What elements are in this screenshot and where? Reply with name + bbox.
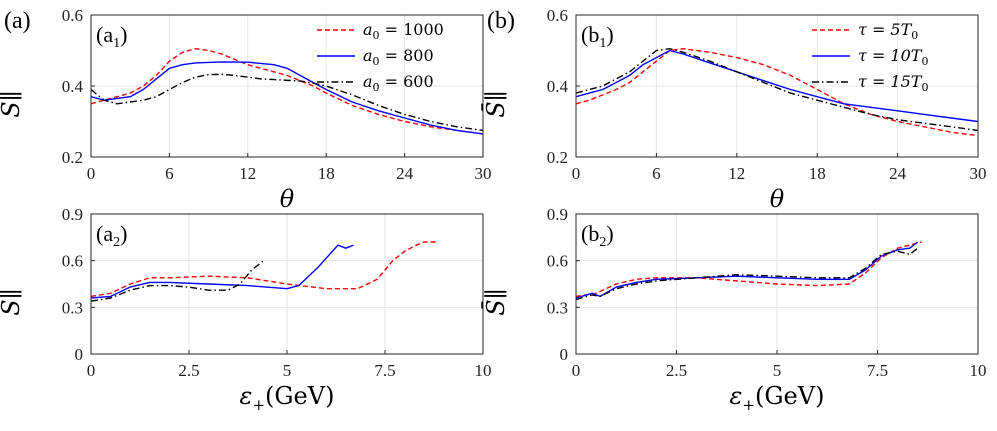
panel-sublabel: (b1) <box>581 22 614 51</box>
x-tick-label: 5 <box>283 361 292 380</box>
y-tick-label: 0 <box>560 345 569 364</box>
panel-sublabel: (a2) <box>96 221 127 250</box>
x-tick-label: 6 <box>165 164 174 183</box>
x-tick-label: 18 <box>809 164 826 183</box>
y-axis-label-text: S̄∥ <box>0 288 25 316</box>
x-axis-label: θ <box>770 185 785 213</box>
x-axis-label: θ <box>280 185 295 213</box>
x-tick-label: 0 <box>87 164 96 183</box>
x-tick-label: 30 <box>970 164 987 183</box>
x-tick-label: 18 <box>318 164 335 183</box>
figure-label-a: (a) <box>4 8 31 34</box>
x-tick-label: 2.5 <box>178 361 199 380</box>
x-tick-label: 24 <box>396 164 414 183</box>
series-line-b2-0 <box>575 241 922 298</box>
plot-frame <box>575 213 979 355</box>
legend: a0 = 1000 a0 = 800 a0 = 600 <box>317 20 444 94</box>
y-tick-label: 0.2 <box>62 148 83 167</box>
legend-entry: a0 = 800 <box>363 46 434 68</box>
series-line-a1-1 <box>90 61 484 135</box>
plot-frame <box>90 213 484 355</box>
x-tick-label: 0 <box>572 361 581 380</box>
x-axis-label: ε+(GeV) <box>240 382 335 414</box>
x-tick-label: 0 <box>87 361 96 380</box>
series-line-b1-0 <box>575 48 979 137</box>
y-tick-label: 0.6 <box>62 252 83 271</box>
x-tick-label: 5 <box>773 361 782 380</box>
series-line-b1-1 <box>575 49 979 123</box>
series-line-b2-2 <box>575 247 919 301</box>
series-line-a2-0 <box>90 241 436 298</box>
legend-entry: τ = 15T0 <box>858 72 928 94</box>
x-axis-label: ε+(GeV) <box>730 382 825 414</box>
panel-sublabel: (b2) <box>581 221 614 250</box>
x-tick-label: 24 <box>889 164 907 183</box>
y-tick-label: 0.9 <box>547 205 568 224</box>
y-tick-label: 0.2 <box>547 148 568 167</box>
legend-entry: a0 = 600 <box>363 72 434 94</box>
x-tick-label: 12 <box>728 164 745 183</box>
y-axis-label: S̄∥ <box>482 90 510 118</box>
legend: τ = 5T0 τ = 10T0 τ = 15T0 <box>812 20 928 94</box>
plot-frame <box>575 14 979 158</box>
x-tick-label: 7.5 <box>867 361 888 380</box>
legend-entry: τ = 10T0 <box>858 46 928 68</box>
x-tick-label: 0 <box>572 164 581 183</box>
y-tick-label: 0.4 <box>62 77 84 96</box>
y-tick-label: 0.3 <box>547 298 568 317</box>
y-tick-label: 0.3 <box>62 298 83 317</box>
y-tick-label: 0.9 <box>62 205 83 224</box>
series-line-b1-2 <box>575 48 979 132</box>
series-line-a1-0 <box>90 48 484 135</box>
y-axis-label-text: S̄∥ <box>482 90 510 118</box>
y-tick-label: 0 <box>75 345 84 364</box>
x-tick-label: 2.5 <box>666 361 687 380</box>
x-tick-label: 6 <box>652 164 661 183</box>
legend-entry: τ = 5T0 <box>858 20 918 42</box>
panel-sublabel: (a1) <box>96 22 127 51</box>
plot-frame <box>90 14 484 158</box>
y-axis-label: S̄∥ <box>0 90 25 118</box>
x-tick-label: 7.5 <box>374 361 395 380</box>
y-tick-label: 0.6 <box>62 6 83 25</box>
series-line-b2-1 <box>575 241 919 299</box>
y-tick-label: 0.4 <box>547 77 569 96</box>
legend-entry: a0 = 1000 <box>363 20 444 42</box>
y-tick-label: 0.6 <box>547 252 568 271</box>
x-tick-label: 10 <box>475 361 492 380</box>
figure-label-b: (b) <box>487 8 515 34</box>
chart-panel-a2: 0 2.5 5 7.5 10 0 0.3 0.6 0.9 (a2) ε+(GeV) S̄∥ <box>0 205 492 414</box>
chart-panel-b1: 0 6 12 18 24 30 0.2 0.4 0.6 (b1) θ S̄∥ τ = 5T0 τ = 10… <box>482 6 987 213</box>
y-axis-label: S̄∥ <box>482 288 510 316</box>
y-tick-label: 0.6 <box>547 6 568 25</box>
y-axis-label-text: S̄∥ <box>482 288 510 316</box>
y-axis-label: S̄∥ <box>0 288 25 316</box>
x-tick-label: 10 <box>970 361 987 380</box>
series-line-a2-2 <box>90 260 264 302</box>
x-tick-label: 30 <box>475 164 492 183</box>
y-axis-label-text: S̄∥ <box>0 90 25 118</box>
x-tick-label: 12 <box>239 164 256 183</box>
chart-panel-b2: 0 2.5 5 7.5 10 0 0.3 0.6 0.9 (b2) ε+(GeV) S̄∥ <box>482 205 987 414</box>
series-line-a2-1 <box>90 244 354 299</box>
